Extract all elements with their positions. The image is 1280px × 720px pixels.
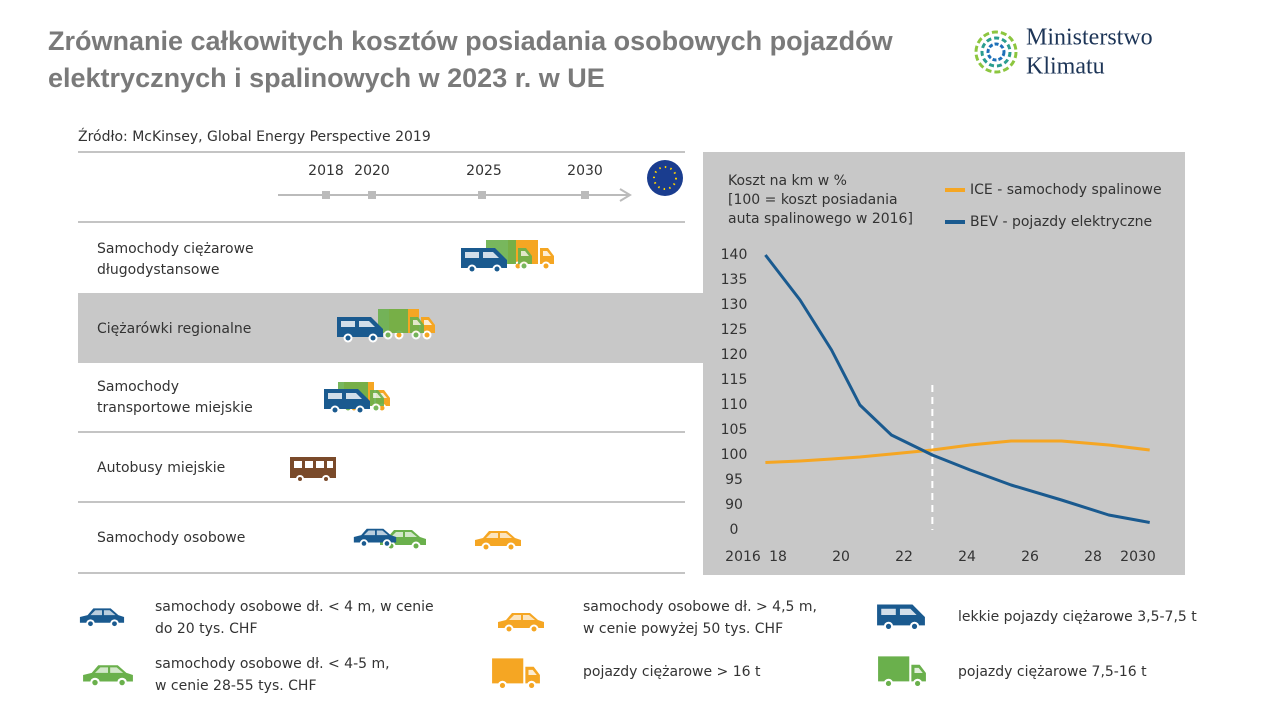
eu-flag	[647, 160, 683, 196]
x-tick-label: 24	[958, 549, 976, 565]
chart: Koszt na km w % [100 = koszt posiadania au…	[721, 173, 1162, 565]
legend-text: pojazdy ciężarowe 7,5-16 t	[958, 664, 1147, 680]
y-axis-label: auta spalinowego w 2016]	[728, 211, 913, 227]
row-label: Autobusy miejskie	[97, 460, 225, 476]
timeline-dots	[322, 191, 589, 199]
legend-icon	[878, 656, 926, 689]
separators	[78, 151, 685, 574]
legend-text: samochody osobowe dł. < 4-5 m,	[155, 656, 390, 672]
y-tick-label: 100	[721, 447, 748, 463]
x-tick-label: 26	[1021, 549, 1039, 565]
legend-text: lekkie pojazdy ciężarowe 3,5-7,5 t	[958, 609, 1197, 625]
title-line: Zrównanie całkowitych kosztów posiadania…	[48, 26, 894, 56]
legend-text: samochody osobowe dł. > 4,5 m,	[583, 599, 817, 615]
row-label: długodystansowe	[97, 262, 220, 278]
series-line	[764, 254, 1150, 524]
legend-text: pojazdy ciężarowe > 16 t	[583, 664, 761, 680]
logo-mark	[974, 30, 1018, 74]
y-tick-label: 125	[721, 322, 748, 338]
y-tick-label: 105	[721, 422, 748, 438]
x-tick-label: 28	[1084, 549, 1102, 565]
x-tick-label: 2016	[725, 549, 761, 565]
row-label: Samochody ciężarowe	[97, 241, 254, 257]
row-label: Ciężarówki regionalne	[97, 321, 251, 337]
y-tick-label: 90	[725, 497, 743, 513]
y-axis-label: Koszt na km w %	[728, 173, 847, 189]
y-tick-label: 135	[721, 272, 748, 288]
icon	[475, 531, 521, 552]
y-tick-label: 0	[730, 522, 739, 538]
legend-icon	[877, 604, 925, 632]
source: Źródło: McKinsey, Global Energy Perspect…	[78, 127, 431, 145]
timeline-year: 2030	[567, 163, 603, 179]
y-tick-label: 110	[721, 397, 748, 413]
legend-icon	[492, 658, 540, 691]
y-tick-label: 140	[721, 247, 748, 263]
legend-text: w cenie 28-55 tys. CHF	[155, 678, 317, 694]
timeline-year: 2025	[466, 163, 502, 179]
y-axis-label: [100 = koszt posiadania	[728, 192, 898, 208]
x-tick-label: 18	[769, 549, 787, 565]
legend-icon	[83, 665, 133, 688]
logo-text: Klimatu	[1026, 54, 1105, 80]
legend-icon	[498, 613, 544, 634]
legend-label: ICE - samochody spalinowe	[970, 182, 1162, 198]
timeline-arrow	[619, 188, 632, 202]
logo-text: Ministerstwo	[1026, 25, 1153, 51]
row-label: Samochody	[97, 379, 179, 395]
row-label: Samochody osobowe	[97, 530, 245, 546]
title-line: elektrycznych i spalinowych w 2023 r. w …	[48, 63, 605, 93]
x-tick-label: 2030	[1120, 549, 1156, 565]
y-tick-label: 115	[721, 372, 748, 388]
y-tick-label: 120	[721, 347, 748, 363]
legend-icon	[79, 608, 125, 629]
legend-text: w cenie powyżej 50 tys. CHF	[583, 621, 783, 637]
chart-panel	[703, 152, 1185, 575]
x-tick-label: 20	[832, 549, 850, 565]
legend-label: BEV - pojazdy elektryczne	[970, 214, 1152, 230]
timeline-year: 2020	[354, 163, 390, 179]
timeline-year: 2018	[308, 163, 344, 179]
icon	[353, 528, 397, 548]
y-tick-label: 130	[721, 297, 748, 313]
series-line	[765, 439, 1150, 464]
row-label: transportowe miejskie	[97, 400, 253, 416]
x-tick-label: 22	[895, 549, 913, 565]
y-tick-label: 95	[725, 472, 743, 488]
icon	[290, 457, 336, 483]
legend-text: do 20 tys. CHF	[155, 621, 258, 637]
legend-text: samochody osobowe dł. < 4 m, w cenie	[155, 599, 434, 615]
